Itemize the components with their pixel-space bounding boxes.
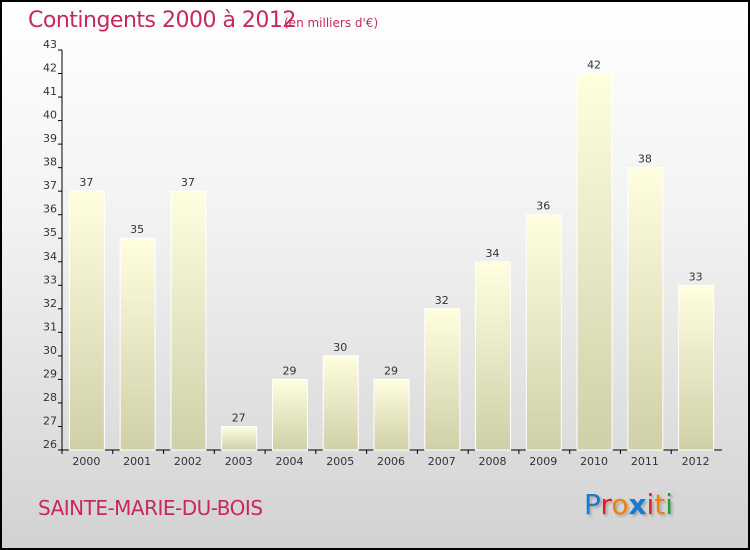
x-tick-label: 2010 — [580, 455, 608, 468]
y-tick-label: 34 — [43, 250, 57, 263]
y-tick-label: 33 — [43, 273, 57, 286]
y-tick-label: 43 — [43, 38, 57, 51]
data-label: 33 — [689, 270, 703, 283]
y-tick-label: 36 — [43, 203, 57, 216]
bar-2006 — [373, 378, 410, 451]
data-label: 29 — [384, 364, 398, 377]
chart-title: Contingents 2000 à 2012 — [28, 8, 296, 33]
data-label: 36 — [536, 200, 550, 213]
data-label: 38 — [638, 153, 652, 166]
y-tick-label: 31 — [43, 320, 57, 333]
y-tick-label: 29 — [43, 367, 57, 380]
y-tick-label: 28 — [43, 391, 57, 404]
proxiti-logo[interactable]: Proxiti — [584, 488, 673, 521]
logo-letter: t — [654, 488, 666, 521]
data-label: 34 — [486, 247, 500, 260]
logo-letter: r — [600, 488, 612, 521]
y-tick-label: 27 — [43, 414, 57, 427]
logo-letter: o — [611, 488, 629, 521]
x-tick-label: 2007 — [428, 455, 456, 468]
y-tick-label: 26 — [43, 438, 57, 451]
data-label: 37 — [181, 176, 195, 189]
bar-2003 — [221, 425, 258, 451]
x-tick-label: 2006 — [377, 455, 405, 468]
data-label: 29 — [282, 364, 296, 377]
bar-2012 — [678, 284, 715, 451]
data-label: 42 — [587, 59, 601, 72]
x-tick-label: 2009 — [529, 455, 557, 468]
x-tick-label: 2008 — [479, 455, 507, 468]
data-label: 32 — [435, 294, 449, 307]
chart-subtitle: (en milliers d'€) — [284, 16, 379, 30]
bar-2011 — [627, 167, 664, 451]
x-tick-label: 2005 — [326, 455, 354, 468]
y-tick-label: 30 — [43, 344, 57, 357]
y-tick-label: 41 — [43, 85, 57, 98]
data-label: 35 — [130, 223, 144, 236]
data-label: 27 — [232, 411, 246, 424]
x-tick-label: 2012 — [682, 455, 710, 468]
bar-2005 — [322, 355, 359, 451]
x-tick-label: 2000 — [72, 455, 100, 468]
bar-2000 — [68, 190, 105, 451]
bar-2009 — [525, 214, 562, 451]
bar-2010 — [576, 73, 613, 451]
x-tick-label: 2001 — [123, 455, 151, 468]
bar-2004 — [271, 378, 308, 451]
data-label: 37 — [79, 176, 93, 189]
y-tick-label: 37 — [43, 179, 57, 192]
x-tick-label: 2004 — [275, 455, 303, 468]
y-tick-label: 35 — [43, 226, 57, 239]
x-tick-label: 2002 — [174, 455, 202, 468]
y-tick-label: 40 — [43, 109, 57, 122]
logo-letter: i — [646, 488, 655, 521]
bar-2007 — [424, 308, 461, 451]
x-tick-label: 2011 — [631, 455, 659, 468]
bar-2002 — [170, 190, 207, 451]
bar-2008 — [475, 261, 512, 451]
y-tick-label: 39 — [43, 132, 57, 145]
bar-2001 — [119, 237, 156, 451]
logo-letter: i — [665, 488, 674, 521]
logo-letter: x — [628, 488, 647, 521]
logo-letter: P — [584, 488, 601, 521]
y-tick-label: 32 — [43, 297, 57, 310]
x-tick-label: 2003 — [225, 455, 253, 468]
y-tick-label: 42 — [43, 62, 57, 75]
place-name: SAINTE-MARIE-DU-BOIS — [38, 496, 263, 520]
y-tick-label: 38 — [43, 156, 57, 169]
data-label: 30 — [333, 341, 347, 354]
